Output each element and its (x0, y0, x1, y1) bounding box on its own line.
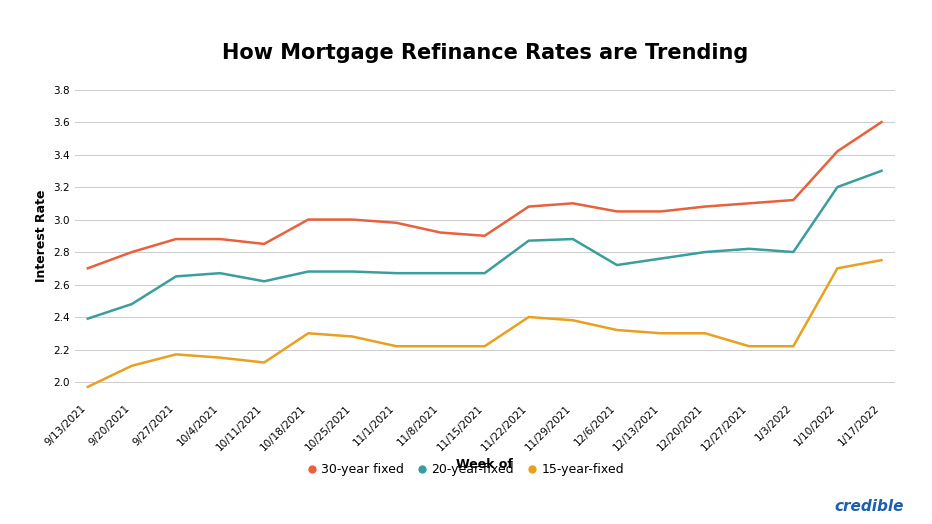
30-year fixed (611, 209, 623, 215)
15-year-fixed (788, 343, 799, 350)
15-year-fixed (214, 354, 226, 361)
20-year-fixed (655, 255, 666, 261)
30-year fixed (788, 197, 799, 203)
15-year-fixed (258, 359, 269, 366)
15-year-fixed (611, 327, 623, 333)
15-year-fixed (523, 314, 534, 320)
20-year-fixed (82, 315, 93, 322)
15-year-fixed (303, 330, 314, 336)
15-year-fixed (171, 351, 182, 357)
20-year-fixed (611, 262, 623, 268)
20-year-fixed (127, 301, 138, 307)
Line: 30-year fixed: 30-year fixed (88, 122, 882, 268)
20-year-fixed (788, 249, 799, 255)
15-year-fixed (655, 330, 666, 336)
20-year-fixed (435, 270, 446, 276)
20-year-fixed (391, 270, 402, 276)
30-year fixed (171, 236, 182, 242)
Line: 15-year-fixed: 15-year-fixed (88, 260, 882, 387)
20-year-fixed (700, 249, 711, 255)
20-year-fixed (303, 268, 314, 275)
30-year fixed (258, 241, 269, 247)
15-year-fixed (347, 333, 358, 340)
30-year fixed (303, 216, 314, 223)
20-year-fixed (744, 246, 755, 252)
30-year fixed (831, 148, 843, 155)
30-year fixed (700, 203, 711, 210)
Text: credible: credible (834, 498, 904, 514)
15-year-fixed (127, 363, 138, 369)
X-axis label: Week of: Week of (456, 458, 514, 471)
20-year-fixed (831, 184, 843, 190)
30-year fixed (347, 216, 358, 223)
30-year fixed (744, 200, 755, 206)
30-year fixed (523, 203, 534, 210)
Line: 20-year-fixed: 20-year-fixed (88, 171, 882, 319)
30-year fixed (127, 249, 138, 255)
Legend: 30-year fixed, 20-year-fixed, 15-year-fixed: 30-year fixed, 20-year-fixed, 15-year-fi… (303, 458, 629, 481)
Y-axis label: Interest Rate: Interest Rate (34, 190, 48, 282)
20-year-fixed (258, 278, 269, 285)
20-year-fixed (876, 168, 887, 174)
30-year fixed (391, 220, 402, 226)
15-year-fixed (435, 343, 446, 350)
15-year-fixed (568, 317, 579, 323)
Title: How Mortgage Refinance Rates are Trending: How Mortgage Refinance Rates are Trendin… (222, 43, 747, 63)
20-year-fixed (479, 270, 490, 276)
30-year fixed (568, 200, 579, 206)
20-year-fixed (347, 268, 358, 275)
30-year fixed (479, 233, 490, 239)
15-year-fixed (876, 257, 887, 264)
20-year-fixed (171, 274, 182, 280)
20-year-fixed (568, 236, 579, 242)
30-year fixed (82, 265, 93, 271)
30-year fixed (876, 119, 887, 125)
15-year-fixed (744, 343, 755, 350)
15-year-fixed (700, 330, 711, 336)
20-year-fixed (214, 270, 226, 276)
20-year-fixed (523, 237, 534, 244)
15-year-fixed (831, 265, 843, 271)
15-year-fixed (391, 343, 402, 350)
30-year fixed (214, 236, 226, 242)
15-year-fixed (82, 384, 93, 390)
15-year-fixed (479, 343, 490, 350)
30-year fixed (655, 209, 666, 215)
30-year fixed (435, 230, 446, 236)
